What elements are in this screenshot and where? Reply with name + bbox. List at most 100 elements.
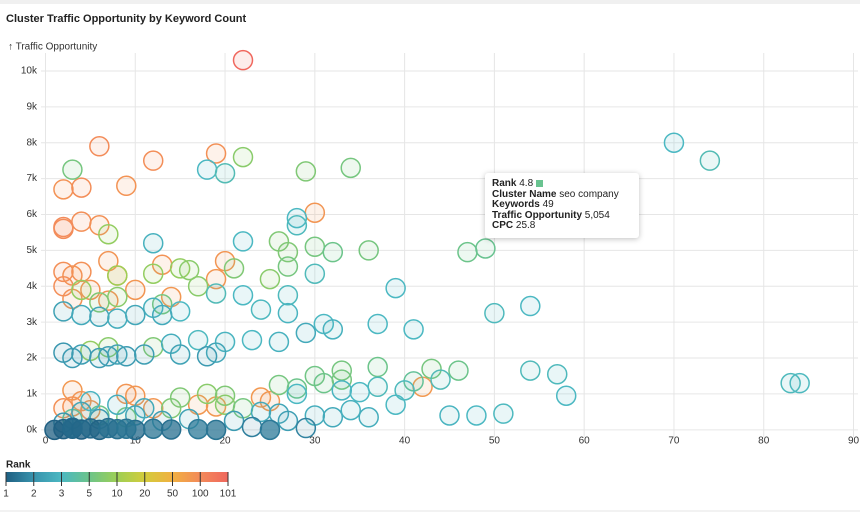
point <box>304 263 326 284</box>
legend-label: 100 <box>192 489 209 500</box>
point <box>331 380 353 401</box>
point <box>484 302 505 324</box>
point <box>663 132 685 153</box>
legend-label: 101 <box>220 489 237 500</box>
point <box>187 329 209 351</box>
point <box>107 308 128 329</box>
point <box>268 374 290 396</box>
point <box>223 258 245 279</box>
point <box>322 241 344 263</box>
tooltip-label: CPC <box>492 220 514 231</box>
point <box>367 376 388 398</box>
point <box>98 417 119 439</box>
tooltip-label: Rank <box>492 178 517 189</box>
point <box>546 363 568 385</box>
point <box>116 175 137 197</box>
point <box>250 299 272 320</box>
point <box>493 403 514 424</box>
tooltip-value: seo company <box>559 188 619 200</box>
point <box>133 398 155 419</box>
tooltip: Rank 4.8 Cluster Name seo company Keywords… <box>485 173 639 238</box>
points <box>44 49 810 441</box>
point <box>250 387 272 408</box>
point <box>116 418 137 439</box>
point <box>367 313 388 335</box>
tooltip-value: 25.8 <box>515 220 536 231</box>
point <box>53 216 74 238</box>
point <box>385 394 406 415</box>
point <box>789 372 810 394</box>
top-bar <box>0 0 860 4</box>
point <box>241 329 263 351</box>
tooltip-label: Traffic Opportunity <box>492 209 582 221</box>
point <box>457 241 478 263</box>
point <box>304 236 326 258</box>
point <box>53 301 74 322</box>
point <box>259 268 281 290</box>
point <box>232 231 254 252</box>
tooltip-label: Keywords <box>492 199 540 210</box>
point <box>196 159 218 180</box>
legend: 1 2 3 5 10 20 50 100 101 <box>3 472 237 500</box>
point <box>160 419 182 440</box>
point <box>223 410 245 432</box>
point <box>448 360 469 381</box>
x-tick-label: 50 <box>489 436 501 447</box>
tooltip-row: Traffic Opportunity 5,054 <box>492 209 632 222</box>
point <box>89 306 110 328</box>
point <box>205 283 227 304</box>
legend-label: 50 <box>167 489 179 500</box>
legend-label: 1 <box>3 489 9 500</box>
y-tick-label: 0k <box>26 424 38 435</box>
point <box>98 346 119 367</box>
point <box>304 202 326 223</box>
rank-swatch <box>536 179 544 187</box>
point <box>187 418 209 440</box>
tooltip-value: 5,054 <box>584 209 610 221</box>
point <box>125 304 146 326</box>
point <box>340 399 361 421</box>
tooltip-row: CPC 25.8 <box>492 220 632 232</box>
point <box>520 360 541 381</box>
point <box>322 319 344 340</box>
point <box>349 381 370 403</box>
point <box>277 284 299 306</box>
point <box>331 369 353 390</box>
point <box>107 394 128 415</box>
point <box>385 277 406 299</box>
y-tick-label: 7k <box>26 173 38 184</box>
point <box>142 150 164 171</box>
point <box>107 286 128 308</box>
point <box>178 259 200 281</box>
point <box>62 159 83 180</box>
point <box>555 385 577 406</box>
y-tick-label: 9k <box>26 101 38 112</box>
point <box>520 295 541 317</box>
point <box>62 417 83 438</box>
point <box>53 179 74 200</box>
point <box>241 416 263 438</box>
x-tick-label: 90 <box>848 436 860 447</box>
point <box>286 215 308 236</box>
x-tick-label: 40 <box>399 436 411 447</box>
x-tick-label: 10 <box>130 436 142 447</box>
point <box>250 401 272 423</box>
point <box>295 322 317 344</box>
point <box>699 150 721 171</box>
point <box>205 419 227 441</box>
tooltip-value: 4.8 <box>519 178 534 189</box>
x-tick-label: 80 <box>758 436 770 447</box>
point <box>71 304 92 326</box>
point <box>151 304 173 326</box>
point <box>169 344 191 365</box>
tooltip-row: Keywords 49 <box>492 199 632 211</box>
y-tick-label: 3k <box>26 317 38 328</box>
point <box>142 263 164 284</box>
point <box>205 143 227 164</box>
point <box>277 410 299 432</box>
chart-title: Cluster Traffic Opportunity by Keyword C… <box>6 13 247 25</box>
tooltip-value: 49 <box>542 199 554 210</box>
point <box>71 211 92 232</box>
point <box>232 49 254 71</box>
